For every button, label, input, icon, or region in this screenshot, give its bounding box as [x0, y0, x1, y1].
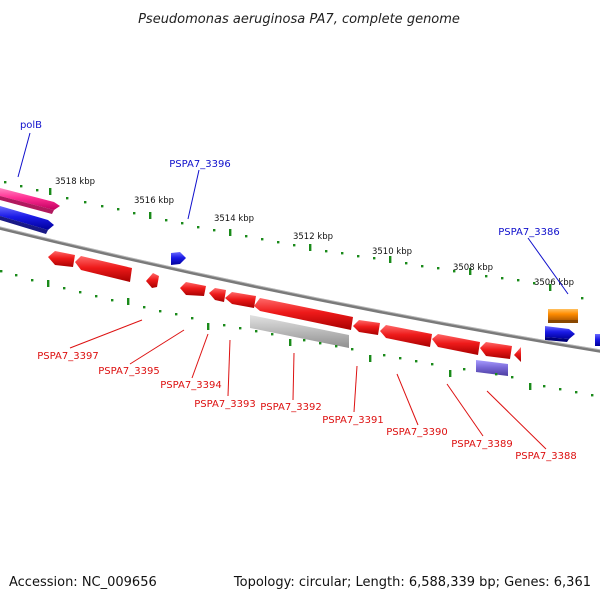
gene-pseudo[interactable] — [250, 315, 349, 348]
scale-label: 3518 kbp — [55, 177, 95, 187]
gene-label-pspa7-3386[interactable]: PSPA7_3386 — [498, 227, 559, 238]
gene-pspa7-3396[interactable] — [171, 252, 186, 265]
gene-reverse-mid[interactable] — [225, 292, 256, 308]
gene-other-purple[interactable] — [476, 360, 508, 376]
gene-label-pspa7-3394[interactable]: PSPA7_3394 — [160, 380, 221, 391]
inner-major-ticks — [47, 280, 532, 390]
gene-label-pspa7-3393[interactable]: PSPA7_3393 — [194, 399, 255, 410]
scale-label: 3506 kbp — [534, 278, 574, 288]
gene-pspa7-3397[interactable] — [48, 251, 75, 267]
gene-label-pspa7-3389[interactable]: PSPA7_3389 — [451, 439, 512, 450]
gene-pspa7-3389[interactable] — [432, 334, 480, 355]
genome-summary-text: Topology: circular; Length: 6,588,339 bp… — [233, 575, 591, 590]
gene-pspa7-3393[interactable] — [209, 288, 226, 302]
gene-forward-edge[interactable] — [595, 334, 600, 346]
top-leader-lines — [17, 132, 569, 295]
gene-pspa7-3390[interactable] — [380, 325, 432, 347]
inner-tick-row — [0, 270, 594, 397]
map-title: Pseudomonas aeruginosa PA7, complete gen… — [138, 12, 460, 27]
genome-backbone — [0, 226, 600, 353]
gene-label-pspa7-3392[interactable]: PSPA7_3392 — [260, 402, 321, 413]
outer-tick-row — [4, 181, 584, 300]
gene-label-pspa7-3388[interactable]: PSPA7_3388 — [515, 451, 576, 462]
accession-text: Accession: NC_009656 — [9, 575, 157, 590]
gene-label-polb[interactable]: polB — [20, 120, 42, 131]
gene-pspa7-3388[interactable] — [480, 342, 512, 359]
gene-forward-right[interactable] — [545, 326, 575, 342]
scale-label: 3508 kbp — [453, 263, 493, 273]
gene-label-pspa7-3396[interactable]: PSPA7_3396 — [169, 159, 230, 170]
gene-polb[interactable] — [0, 188, 60, 214]
gene-label-pspa7-3391[interactable]: PSPA7_3391 — [322, 415, 383, 426]
scale-label: 3512 kbp — [293, 232, 333, 242]
gene-forward-left[interactable] — [0, 206, 54, 234]
bottom-leader-lines — [69, 319, 547, 450]
gene-label-pspa7-3395[interactable]: PSPA7_3395 — [98, 366, 159, 377]
gene-label-pspa7-3397[interactable]: PSPA7_3397 — [37, 351, 98, 362]
gene-reverse-small[interactable] — [146, 273, 159, 288]
gene-pspa7-3391[interactable] — [353, 320, 380, 335]
scale-label: 3516 kbp — [134, 196, 174, 206]
gene-pspa7-3386-trna[interactable] — [548, 309, 578, 323]
gene-reverse-tip[interactable] — [514, 347, 521, 362]
gene-label-pspa7-3390[interactable]: PSPA7_3390 — [386, 427, 447, 438]
outer-major-ticks — [49, 188, 552, 291]
scale-label: 3510 kbp — [372, 247, 412, 257]
scale-label: 3514 kbp — [214, 214, 254, 224]
gene-pspa7-3394[interactable] — [180, 282, 206, 296]
gene-pspa7-3395[interactable] — [75, 256, 132, 282]
gene-pspa7-3392[interactable] — [254, 298, 353, 330]
